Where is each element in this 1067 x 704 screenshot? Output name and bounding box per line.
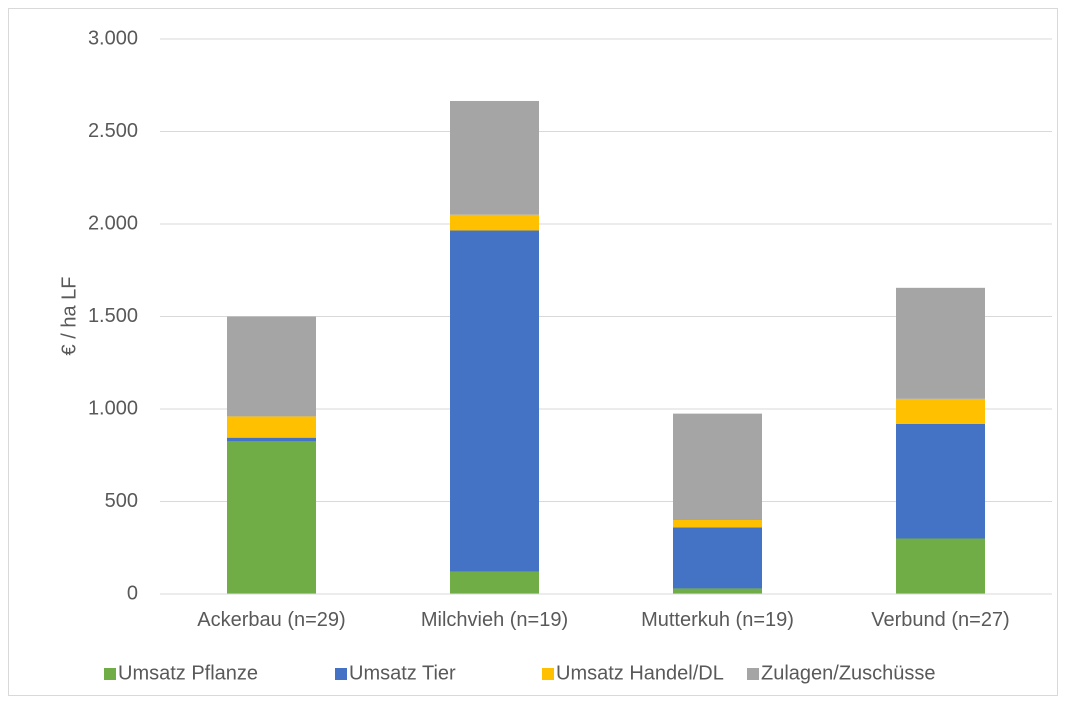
legend-label: Umsatz Tier xyxy=(349,662,456,684)
legend-label: Umsatz Pflanze xyxy=(118,662,258,684)
bar-1-3 xyxy=(450,100,539,215)
legend-swatch xyxy=(104,668,116,680)
bars xyxy=(160,100,1052,595)
legend-label: Zulagen/Zuschüsse xyxy=(761,662,936,684)
bar-3-2 xyxy=(896,398,985,424)
x-tick-label: Milchvieh (n=19) xyxy=(421,609,568,631)
y-tick-label: 1.500 xyxy=(88,305,138,327)
legend-swatch xyxy=(747,668,759,680)
bar-0-0 xyxy=(227,441,316,594)
bar-2-0 xyxy=(673,588,762,594)
legend-swatch xyxy=(335,668,347,680)
bar-2-3 xyxy=(673,413,762,520)
y-tick-label: 1.000 xyxy=(88,397,138,419)
bar-1-2 xyxy=(450,214,539,231)
bar-2-2 xyxy=(673,520,762,528)
bar-2-1 xyxy=(673,527,762,589)
y-tick-labels: 0 500 1.000 1.500 2.000 2.500 3.000 xyxy=(88,27,138,604)
bar-1-1 xyxy=(450,230,539,572)
legend: Umsatz Pflanze Umsatz Tier Umsatz Handel/D… xyxy=(104,662,936,684)
y-tick-label: 500 xyxy=(105,490,138,512)
x-tick-label: Ackerbau (n=29) xyxy=(197,609,345,631)
bar-3-3 xyxy=(896,287,985,399)
x-tick-label: Verbund (n=27) xyxy=(871,609,1009,631)
legend-label: Umsatz Handel/DL xyxy=(556,662,724,684)
y-tick-label: 2.000 xyxy=(88,212,138,234)
y-axis-title: € / ha LF xyxy=(58,277,80,356)
x-tick-labels: Ackerbau (n=29) Milchvieh (n=19) Mutterkuh… xyxy=(197,609,1009,631)
y-tick-label: 2.500 xyxy=(88,120,138,142)
bar-1-0 xyxy=(450,571,539,594)
bar-0-1 xyxy=(227,437,316,442)
bar-3-1 xyxy=(896,423,985,539)
x-tick-label: Mutterkuh (n=19) xyxy=(641,609,794,631)
bar-0-3 xyxy=(227,316,316,417)
y-tick-label: 0 xyxy=(127,582,138,604)
bar-0-2 xyxy=(227,416,316,438)
y-tick-label: 3.000 xyxy=(88,27,138,49)
legend-swatch xyxy=(542,668,554,680)
bar-3-0 xyxy=(896,538,985,594)
